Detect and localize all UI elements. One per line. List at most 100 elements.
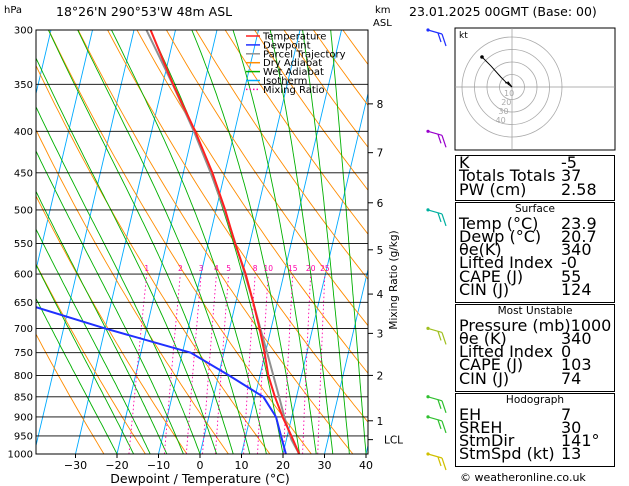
wind-barb bbox=[437, 212, 442, 223]
wind-barb bbox=[441, 420, 447, 434]
wind-barb bbox=[437, 399, 442, 409]
index-row: PW (cm) 2.58 bbox=[459, 179, 597, 199]
storm-motion-arrowhead bbox=[505, 81, 510, 86]
hodograph-point bbox=[480, 55, 484, 59]
legend-label: Parcel Trajectory bbox=[263, 49, 346, 60]
hodograph-ring-label: 10 bbox=[504, 89, 514, 98]
surface-row: Temp (°C) 23.9 bbox=[459, 213, 597, 233]
isotherm-line bbox=[324, 267, 368, 454]
legend-label: Mixing Ratio bbox=[263, 85, 325, 96]
asl-label: ASL bbox=[373, 18, 392, 29]
wind-barb bbox=[427, 453, 443, 459]
wind-barb bbox=[427, 209, 443, 215]
wind-barbs bbox=[426, 28, 447, 471]
km-tick-label: 3 bbox=[377, 328, 384, 340]
most-unstable-row: CAPE (J) 103 bbox=[459, 355, 592, 375]
pressure-tick-label: 650 bbox=[14, 298, 33, 309]
isotherm-line bbox=[282, 91, 368, 454]
most-unstable-row: Lifted Index 0 bbox=[459, 342, 572, 362]
hodograph-ring-label: 40 bbox=[496, 116, 506, 125]
most-unstable-box: Most Unstable Pressure (mb) 1000 θe (K) 34… bbox=[455, 304, 615, 392]
temperature-tick-label: 0 bbox=[197, 459, 204, 472]
pressure-tick-label: 1000 bbox=[8, 450, 33, 461]
pressure-tick-label: 550 bbox=[14, 239, 33, 250]
mixing-ratio-axis-label: Mixing Ratio (g/kg) bbox=[388, 230, 400, 329]
datetime-label: 23.01.2025 00GMT (Base: 00) bbox=[409, 4, 597, 19]
wet-adiabat-line bbox=[47, 30, 234, 454]
wind-barb bbox=[427, 416, 443, 422]
dry-adiabat-line bbox=[254, 30, 368, 191]
pressure-tick-label: 300 bbox=[14, 26, 33, 37]
most-unstable-row: CIN (J) 74 bbox=[459, 368, 582, 388]
wind-barb bbox=[437, 456, 442, 467]
mixing-ratio-label: 10 bbox=[264, 264, 274, 273]
hodograph-box: Hodograph EH 7 SREH 30 StmDir 141° StmSpd (… bbox=[455, 393, 615, 467]
km-tick-label: 2 bbox=[377, 370, 384, 382]
wind-barb bbox=[441, 400, 447, 413]
legend-label: Isotherm bbox=[263, 76, 307, 87]
mixing-ratio-line bbox=[243, 274, 256, 454]
index-row: K -5 bbox=[459, 153, 577, 172]
km-tick-label: 5 bbox=[377, 245, 384, 257]
isotherm-line bbox=[36, 30, 135, 448]
wind-barb bbox=[441, 332, 447, 345]
surface-title: Surface bbox=[514, 203, 555, 215]
dry-adiabat-line bbox=[36, 333, 105, 454]
dewpoint-line bbox=[36, 306, 287, 454]
wind-barb-dot bbox=[426, 452, 430, 456]
pressure-tick-label: 750 bbox=[14, 348, 33, 359]
hodograph-row: StmDir 141° bbox=[459, 431, 600, 451]
indices-box: K -5 Totals Totals 37 PW (cm) 2.58 bbox=[455, 153, 615, 201]
dry-adiabat-line bbox=[195, 30, 368, 280]
pressure-axis-label: hPa bbox=[4, 5, 22, 16]
wind-barb-dot bbox=[426, 28, 430, 32]
dry-adiabat-line bbox=[283, 30, 368, 148]
mixing-ratio-lines: 1 2 3 4 5 8 10 15 20 25 bbox=[128, 264, 330, 454]
surface-box: Surface Temp (°C) 23.9 Dewp (°C) 20.7 θe(K… bbox=[455, 202, 615, 303]
location-label: 18°26'N 290°53'W 48m ASL bbox=[56, 4, 233, 19]
km-tick-label: 4 bbox=[377, 289, 384, 301]
pressure-tick-label: 850 bbox=[14, 392, 33, 403]
surface-row: Dewp (°C) 20.7 bbox=[459, 226, 597, 246]
mixing-ratio-line bbox=[317, 274, 326, 454]
legend-label: Wet Adiabat bbox=[263, 67, 324, 78]
temperature-tick-label: −20 bbox=[105, 459, 128, 472]
km-tick-label: 8 bbox=[377, 99, 384, 111]
isotherm-lines bbox=[0, 30, 368, 454]
pressure-tick-label: 800 bbox=[14, 371, 33, 382]
isotherm-line bbox=[158, 30, 259, 454]
isotherm-line bbox=[116, 30, 218, 454]
mixing-ratio-label: 4 bbox=[214, 264, 219, 273]
wind-barb-dot bbox=[426, 395, 430, 399]
temperature-tick-label: 40 bbox=[359, 459, 373, 472]
wind-barb-dot bbox=[426, 129, 430, 133]
wind-barb-dot bbox=[426, 208, 430, 212]
temperature-line bbox=[149, 30, 301, 454]
wind-barb bbox=[437, 331, 442, 341]
sounding-profiles bbox=[36, 30, 301, 454]
surface-row: θe(K) 340 bbox=[459, 240, 592, 260]
mixing-ratio-line bbox=[185, 274, 202, 454]
lcl-label: LCL bbox=[384, 435, 403, 447]
mixing-ratio-line bbox=[128, 274, 148, 454]
wet-adiabat-line bbox=[36, 57, 218, 454]
temperature-tick-label: −30 bbox=[64, 459, 87, 472]
hodograph-row: StmSpd (kt) 13 bbox=[459, 444, 582, 464]
mixing-ratio-line bbox=[163, 274, 181, 454]
isotherm-line bbox=[199, 30, 301, 454]
mixing-ratio-label: 15 bbox=[288, 264, 298, 273]
copyright-label: © weatheronline.co.uk bbox=[460, 471, 586, 484]
temperature-tick-label: 20 bbox=[276, 459, 290, 472]
x-axis-label: Dewpoint / Temperature (°C) bbox=[110, 471, 289, 486]
km-tick-label: 6 bbox=[377, 198, 384, 210]
pressure-tick-label: 900 bbox=[14, 412, 33, 423]
most-unstable-row: Pressure (mb) 1000 bbox=[459, 315, 612, 335]
temperature-tick-label: −10 bbox=[147, 459, 170, 472]
mixing-ratio-label: 1 bbox=[144, 264, 149, 273]
wind-barb-dot bbox=[426, 415, 430, 419]
wind-barb bbox=[427, 396, 443, 402]
isotherm-line bbox=[0, 30, 10, 454]
pressure-tick-label: 400 bbox=[14, 127, 33, 138]
mixing-ratio-label: 3 bbox=[199, 264, 204, 273]
mixing-ratio-label: 5 bbox=[226, 264, 231, 273]
